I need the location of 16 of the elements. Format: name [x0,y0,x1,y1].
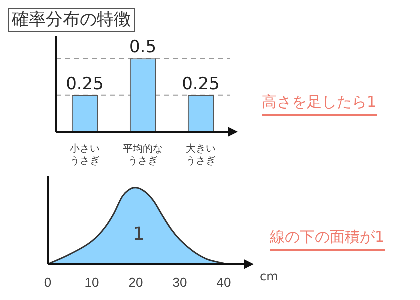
x-tick-label: 平均的なうさぎ [123,142,163,167]
annotation: 1 [133,224,145,246]
data-label: 0.25 [66,74,104,94]
chart-title: 確率分布の特徴 [8,8,135,32]
x-tick-label: 40 [216,274,232,290]
data-label: 0.5 [129,38,157,58]
x-axis-title: cm [260,270,278,284]
x-tick-label: 20 [128,274,144,290]
x-tick-label: 0 [44,274,52,290]
x-tick-label: 10 [84,274,100,290]
text: 線の下の面積が1 [270,228,385,251]
x-tick-label: 30 [172,274,188,290]
x-tick-label: 小さいうさぎ [70,142,100,167]
data-label: 0.25 [182,74,220,94]
x-tick-label: 大きいうさぎ [186,142,216,167]
text: 高さを足したら1 [262,93,377,116]
